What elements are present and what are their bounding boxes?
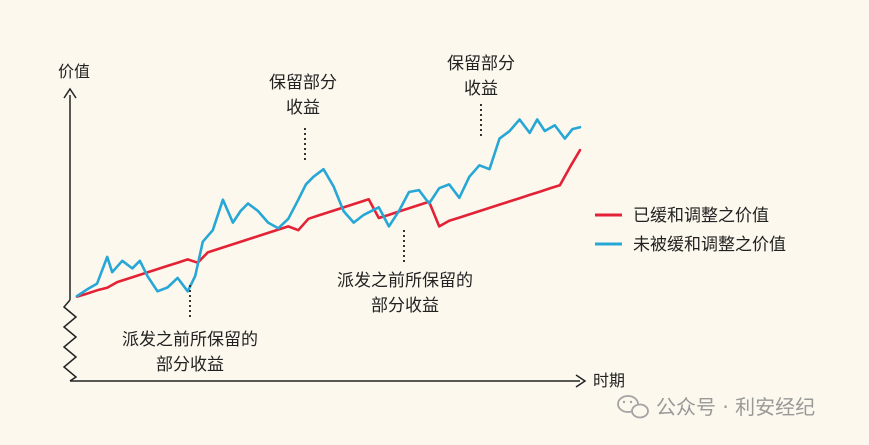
wechat-icon xyxy=(617,395,649,419)
annotation-leaders xyxy=(189,104,482,318)
watermark: 公众号 · 利安经纪 xyxy=(617,395,815,419)
x-axis-arrow xyxy=(575,374,587,388)
annotation-1-line-2: 部分收益 xyxy=(156,355,224,375)
annotation-2-line-1: 保留部分 xyxy=(269,73,337,93)
axes: 价值 时期 xyxy=(58,62,625,390)
x-axis-label: 时期 xyxy=(593,371,625,390)
annotation-3-line-2: 部分收益 xyxy=(371,296,439,316)
annotation-4-line-2: 收益 xyxy=(464,79,498,99)
annotation-2-line-2: 收益 xyxy=(286,98,320,118)
watermark-text: 公众号 · 利安经纪 xyxy=(656,395,815,419)
annotation-3-line-1: 派发之前所保留的 xyxy=(337,271,473,291)
series-layer xyxy=(75,118,582,298)
series-adjusted-line xyxy=(75,148,582,298)
legend: 已缓和调整之价值 未被缓和调整之价值 xyxy=(595,206,786,255)
y-axis-label: 价值 xyxy=(58,62,90,81)
y-axis-break xyxy=(62,299,78,382)
annotations: 派发之前所保留的 部分收益 保留部分 收益 派发之前所保留的 部分收益 保留部分… xyxy=(122,54,515,375)
annotation-4-line-1: 保留部分 xyxy=(447,54,515,74)
y-axis-arrow xyxy=(63,87,77,99)
annotation-1-line-1: 派发之前所保留的 xyxy=(122,330,258,350)
series-unadjusted-line xyxy=(75,118,582,298)
legend-label-adjusted: 已缓和调整之价值 xyxy=(633,206,769,226)
legend-label-unadjusted: 未被缓和调整之价值 xyxy=(633,235,786,255)
